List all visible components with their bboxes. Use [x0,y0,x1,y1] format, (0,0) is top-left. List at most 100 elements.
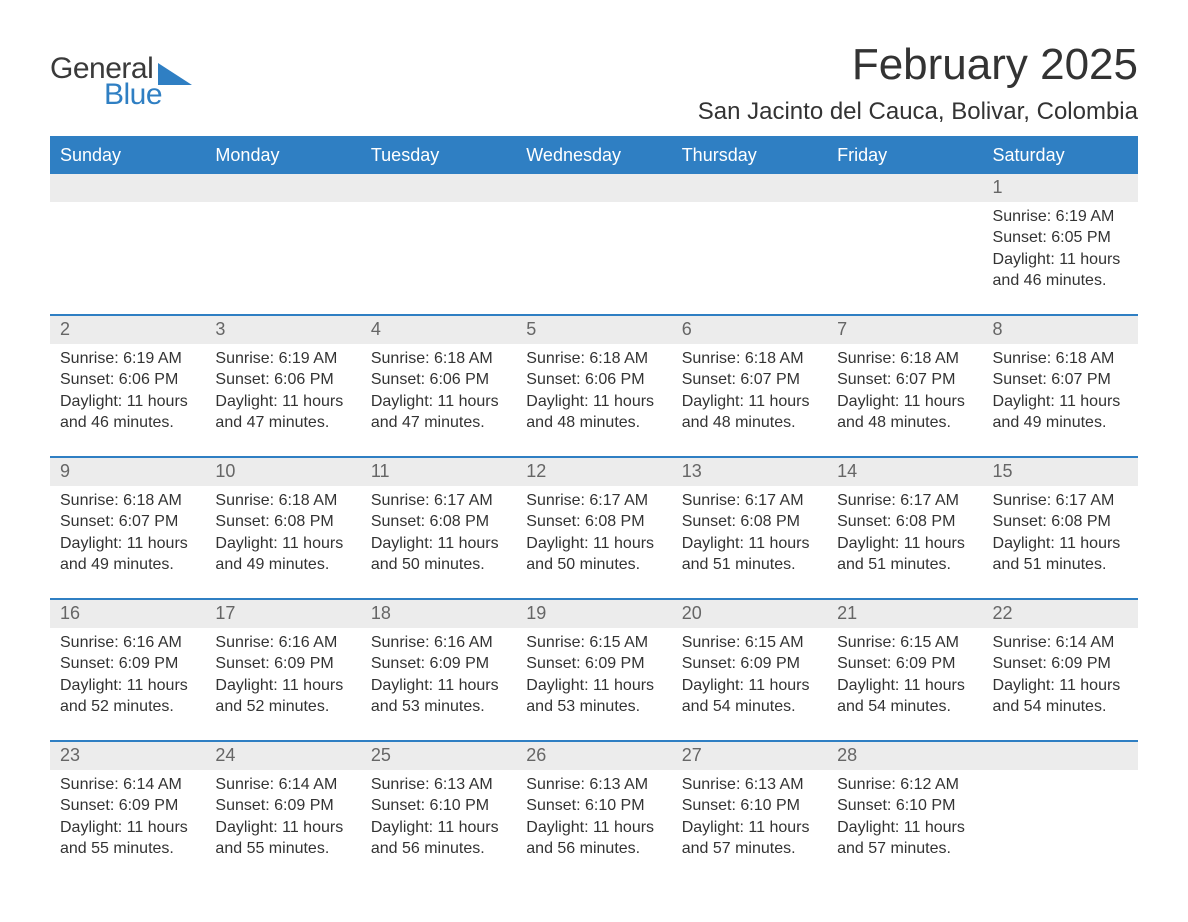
sunrise-text: Sunrise: 6:15 AM [682,632,817,654]
daylight-text-line2: and 54 minutes. [682,696,817,718]
day-number: 10 [205,458,360,486]
sunrise-text: Sunrise: 6:15 AM [526,632,661,654]
day-data: Sunrise: 6:19 AMSunset: 6:05 PMDaylight:… [983,202,1138,302]
sunset-text: Sunset: 6:09 PM [60,795,195,817]
daylight-text-line2: and 50 minutes. [526,554,661,576]
calendar-cell [361,174,516,315]
sunrise-text: Sunrise: 6:17 AM [837,490,972,512]
day-data [516,202,671,216]
day-data: Sunrise: 6:12 AMSunset: 6:10 PMDaylight:… [827,770,982,870]
calendar-cell: 26Sunrise: 6:13 AMSunset: 6:10 PMDayligh… [516,741,671,882]
daylight-text-line1: Daylight: 11 hours [215,391,350,413]
sunrise-text: Sunrise: 6:18 AM [993,348,1128,370]
sunset-text: Sunset: 6:10 PM [371,795,506,817]
sunrise-text: Sunrise: 6:17 AM [993,490,1128,512]
day-number: 13 [672,458,827,486]
day-header: Tuesday [361,136,516,174]
daylight-text-line1: Daylight: 11 hours [371,817,506,839]
day-data [50,202,205,216]
day-number: 23 [50,742,205,770]
sunset-text: Sunset: 6:07 PM [837,369,972,391]
calendar-cell: 6Sunrise: 6:18 AMSunset: 6:07 PMDaylight… [672,315,827,457]
day-data: Sunrise: 6:18 AMSunset: 6:07 PMDaylight:… [672,344,827,444]
daylight-text-line2: and 48 minutes. [526,412,661,434]
sunset-text: Sunset: 6:09 PM [215,795,350,817]
sunset-text: Sunset: 6:06 PM [60,369,195,391]
sunrise-text: Sunrise: 6:16 AM [60,632,195,654]
sunset-text: Sunset: 6:10 PM [682,795,817,817]
day-number: 25 [361,742,516,770]
day-number: 24 [205,742,360,770]
daylight-text-line2: and 48 minutes. [682,412,817,434]
sunrise-text: Sunrise: 6:14 AM [215,774,350,796]
day-data: Sunrise: 6:18 AMSunset: 6:06 PMDaylight:… [516,344,671,444]
calendar-cell: 18Sunrise: 6:16 AMSunset: 6:09 PMDayligh… [361,599,516,741]
calendar-cell: 14Sunrise: 6:17 AMSunset: 6:08 PMDayligh… [827,457,982,599]
sunrise-text: Sunrise: 6:13 AM [526,774,661,796]
calendar-cell [827,174,982,315]
day-number: 27 [672,742,827,770]
calendar-cell: 13Sunrise: 6:17 AMSunset: 6:08 PMDayligh… [672,457,827,599]
day-data: Sunrise: 6:17 AMSunset: 6:08 PMDaylight:… [983,486,1138,586]
sunrise-text: Sunrise: 6:18 AM [371,348,506,370]
daylight-text-line1: Daylight: 11 hours [371,391,506,413]
day-data: Sunrise: 6:17 AMSunset: 6:08 PMDaylight:… [672,486,827,586]
daylight-text-line1: Daylight: 11 hours [526,675,661,697]
calendar-cell: 15Sunrise: 6:17 AMSunset: 6:08 PMDayligh… [983,457,1138,599]
calendar-cell: 20Sunrise: 6:15 AMSunset: 6:09 PMDayligh… [672,599,827,741]
day-number [516,174,671,202]
day-data: Sunrise: 6:17 AMSunset: 6:08 PMDaylight:… [361,486,516,586]
calendar-cell: 19Sunrise: 6:15 AMSunset: 6:09 PMDayligh… [516,599,671,741]
daylight-text-line1: Daylight: 11 hours [682,391,817,413]
sunrise-text: Sunrise: 6:18 AM [526,348,661,370]
daylight-text-line2: and 54 minutes. [837,696,972,718]
daylight-text-line2: and 49 minutes. [993,412,1128,434]
day-data: Sunrise: 6:13 AMSunset: 6:10 PMDaylight:… [672,770,827,870]
daylight-text-line2: and 57 minutes. [837,838,972,860]
title-block: February 2025 San Jacinto del Cauca, Bol… [698,40,1138,126]
daylight-text-line2: and 49 minutes. [215,554,350,576]
day-number [50,174,205,202]
day-header-row: Sunday Monday Tuesday Wednesday Thursday… [50,136,1138,174]
sunrise-text: Sunrise: 6:16 AM [215,632,350,654]
page-header: General Blue February 2025 San Jacinto d… [50,40,1138,126]
calendar-cell: 12Sunrise: 6:17 AMSunset: 6:08 PMDayligh… [516,457,671,599]
daylight-text-line2: and 51 minutes. [682,554,817,576]
day-data: Sunrise: 6:17 AMSunset: 6:08 PMDaylight:… [516,486,671,586]
day-data: Sunrise: 6:17 AMSunset: 6:08 PMDaylight:… [827,486,982,586]
day-data: Sunrise: 6:18 AMSunset: 6:07 PMDaylight:… [983,344,1138,444]
calendar-cell: 11Sunrise: 6:17 AMSunset: 6:08 PMDayligh… [361,457,516,599]
sunset-text: Sunset: 6:10 PM [526,795,661,817]
daylight-text-line1: Daylight: 11 hours [682,533,817,555]
sunrise-text: Sunrise: 6:19 AM [60,348,195,370]
day-header: Monday [205,136,360,174]
day-number: 21 [827,600,982,628]
day-number: 28 [827,742,982,770]
sunset-text: Sunset: 6:08 PM [682,511,817,533]
day-number: 22 [983,600,1138,628]
calendar-page: General Blue February 2025 San Jacinto d… [0,0,1188,922]
day-number: 19 [516,600,671,628]
sunrise-text: Sunrise: 6:19 AM [215,348,350,370]
sunset-text: Sunset: 6:09 PM [837,653,972,675]
sunrise-text: Sunrise: 6:18 AM [60,490,195,512]
daylight-text-line1: Daylight: 11 hours [993,533,1128,555]
day-data: Sunrise: 6:14 AMSunset: 6:09 PMDaylight:… [983,628,1138,728]
calendar-cell: 4Sunrise: 6:18 AMSunset: 6:06 PMDaylight… [361,315,516,457]
calendar-cell: 23Sunrise: 6:14 AMSunset: 6:09 PMDayligh… [50,741,205,882]
calendar-cell: 17Sunrise: 6:16 AMSunset: 6:09 PMDayligh… [205,599,360,741]
daylight-text-line1: Daylight: 11 hours [526,817,661,839]
daylight-text-line2: and 53 minutes. [371,696,506,718]
calendar-cell: 16Sunrise: 6:16 AMSunset: 6:09 PMDayligh… [50,599,205,741]
day-data: Sunrise: 6:18 AMSunset: 6:07 PMDaylight:… [827,344,982,444]
sunset-text: Sunset: 6:08 PM [993,511,1128,533]
day-number [205,174,360,202]
daylight-text-line1: Daylight: 11 hours [837,533,972,555]
calendar-cell [983,741,1138,882]
day-header: Sunday [50,136,205,174]
calendar-week-row: 2Sunrise: 6:19 AMSunset: 6:06 PMDaylight… [50,315,1138,457]
sunrise-text: Sunrise: 6:17 AM [371,490,506,512]
day-data: Sunrise: 6:15 AMSunset: 6:09 PMDaylight:… [672,628,827,728]
sunrise-text: Sunrise: 6:13 AM [371,774,506,796]
day-number: 16 [50,600,205,628]
